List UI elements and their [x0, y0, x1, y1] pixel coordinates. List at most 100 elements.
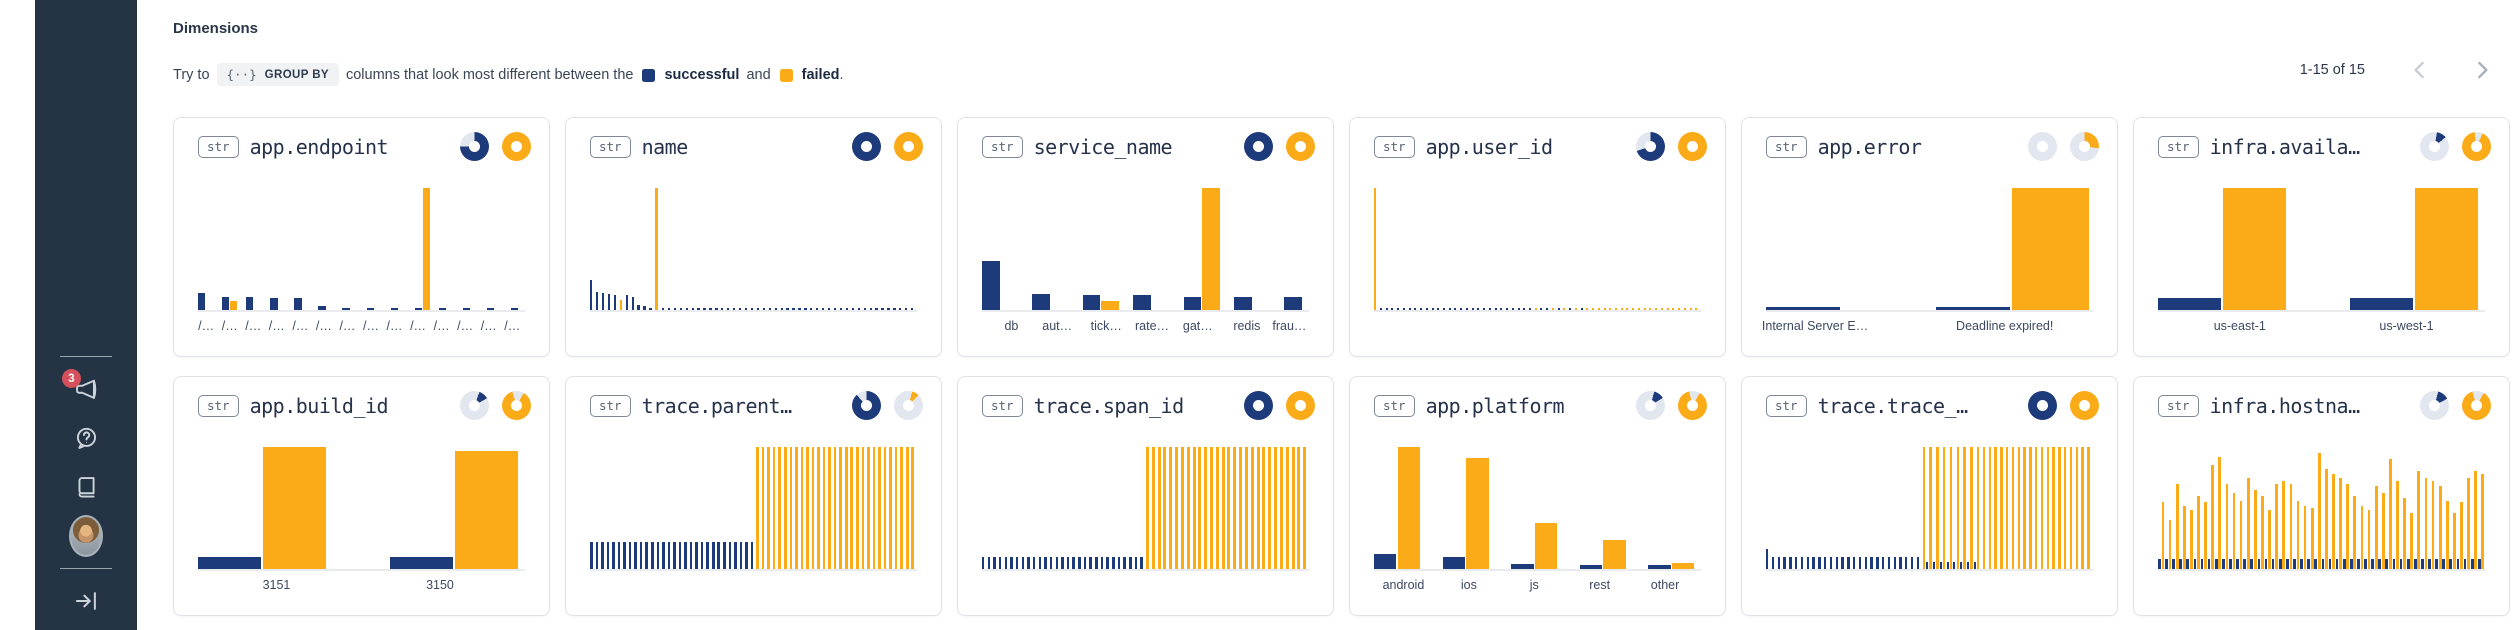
failed-bar	[2403, 498, 2406, 569]
next-page-button[interactable]	[2465, 50, 2499, 90]
axis-label: gat…	[1182, 319, 1213, 333]
card-axis-labels	[590, 578, 917, 598]
failed-bar	[1466, 457, 1489, 569]
successful-bar	[1517, 307, 1520, 310]
successful-bar	[617, 542, 621, 569]
failed-bar	[861, 447, 865, 569]
successful-bar	[1402, 307, 1405, 310]
successful-donut-icon	[2028, 391, 2057, 420]
successful-bar	[1049, 556, 1053, 569]
successful-bar	[601, 292, 605, 310]
successful-bar	[684, 542, 687, 569]
card-donuts	[2028, 391, 2099, 420]
failed-bar	[1678, 307, 1681, 310]
successful-bar	[780, 307, 783, 310]
card-title: infra.hostna…	[2209, 393, 2361, 418]
axis-label: /…	[362, 319, 379, 333]
card-header: str name	[590, 132, 923, 161]
dimension-card[interactable]: str trace.trace_…	[1741, 376, 2118, 616]
dimension-card[interactable]: str app.error Internal Server E… Deadline…	[1741, 117, 2118, 357]
previous-page-button[interactable]	[2403, 50, 2437, 90]
dimension-card[interactable]: str trace.parent…	[565, 376, 942, 616]
failed-bar	[2317, 453, 2321, 569]
successful-bar	[1870, 556, 1873, 569]
successful-bar	[1010, 556, 1013, 569]
sidebar-item-account[interactable]	[69, 515, 103, 557]
successful-bar	[1397, 307, 1400, 310]
axis-label: /…	[339, 319, 356, 333]
successful-bar	[905, 307, 908, 310]
successful-bar	[744, 307, 748, 310]
failed-bar	[1256, 447, 1260, 569]
successful-bar	[691, 307, 694, 310]
dimension-card[interactable]: str app.platform android ios js rest other	[1349, 376, 1726, 616]
failed-bar	[2417, 471, 2421, 569]
dimension-card[interactable]: str app.endpoint /…/…/…/…/…/…/…/…/…/…/… /…	[173, 117, 550, 357]
failed-bar	[1180, 447, 1184, 569]
successful-bar	[703, 307, 706, 310]
hint-prefix: Try to	[173, 66, 210, 83]
successful-bar	[389, 556, 454, 569]
axis-label: Internal Server E…	[1761, 319, 1869, 333]
successful-bar	[1829, 556, 1833, 569]
successful-bar	[613, 295, 617, 310]
card-axis-labels	[1766, 578, 2093, 598]
failed-bar	[1671, 562, 1695, 569]
successful-bar	[1004, 556, 1008, 569]
type-badge: str	[198, 135, 239, 158]
successful-bar	[2236, 559, 2239, 569]
sidebar-item-announcements[interactable]: 3	[62, 369, 103, 406]
failed-bar	[2040, 447, 2044, 569]
failed-bar	[2017, 447, 2021, 569]
successful-bar	[1847, 556, 1850, 569]
successful-bar	[1766, 306, 1840, 310]
dimension-card[interactable]: str trace.span_id	[957, 376, 1334, 616]
card-header: str service_name	[982, 132, 1315, 161]
failed-bar	[1649, 307, 1652, 310]
failed-bar	[1689, 307, 1692, 310]
failed-bar	[2289, 483, 2293, 569]
successful-bar	[1557, 307, 1560, 310]
card-header: str trace.span_id	[982, 391, 1315, 420]
axis-label: redis	[1233, 319, 1261, 333]
megaphone-icon	[75, 379, 96, 399]
successful-bar	[1835, 556, 1838, 569]
chevron-right-icon	[2478, 61, 2488, 79]
sidebar-expand-button[interactable]	[69, 584, 103, 618]
successful-bar	[414, 307, 422, 310]
failed-bar	[2035, 447, 2038, 569]
sidebar-item-help[interactable]	[69, 421, 103, 455]
successful-bar	[745, 542, 748, 569]
successful-bar	[1454, 307, 1457, 310]
successful-bar	[607, 294, 611, 310]
successful-bar	[2264, 559, 2268, 569]
dimension-card[interactable]: str infra.hostna…	[2133, 376, 2510, 616]
failed-bar	[1936, 447, 1939, 569]
successful-bar	[1134, 556, 1138, 569]
successful-bar	[678, 542, 682, 569]
sidebar-item-docs[interactable]	[69, 470, 103, 504]
successful-bar	[1569, 307, 1572, 310]
successful-bar	[1523, 307, 1526, 310]
successful-bar	[1374, 554, 1397, 569]
dimension-card[interactable]: str name	[565, 117, 942, 357]
dimension-card[interactable]: str service_name db aut… tick… rate… gat… red…	[957, 117, 1334, 357]
successful-bar	[590, 542, 593, 569]
dimension-card[interactable]: str app.build_id 3151 3150	[173, 376, 550, 616]
dimension-card[interactable]: str infra.availa… us-east-1 us-west-1	[2133, 117, 2510, 357]
successful-bar	[1233, 296, 1252, 310]
card-title: trace.trace_…	[1817, 393, 1969, 418]
failed-bar	[1609, 307, 1612, 310]
successful-bar	[595, 291, 599, 310]
failed-bar	[850, 447, 854, 569]
successful-bar	[667, 542, 671, 569]
successful-bar	[1528, 307, 1532, 310]
failed-legend-swatch	[779, 68, 793, 82]
failed-bar	[2197, 495, 2200, 569]
successful-bar	[1106, 556, 1109, 569]
failed-bar	[800, 447, 804, 569]
dimension-card[interactable]: str app.user_id	[1349, 117, 1726, 357]
failed-bar	[2414, 188, 2479, 310]
failed-bar	[844, 447, 848, 569]
failed-bar	[867, 447, 870, 569]
